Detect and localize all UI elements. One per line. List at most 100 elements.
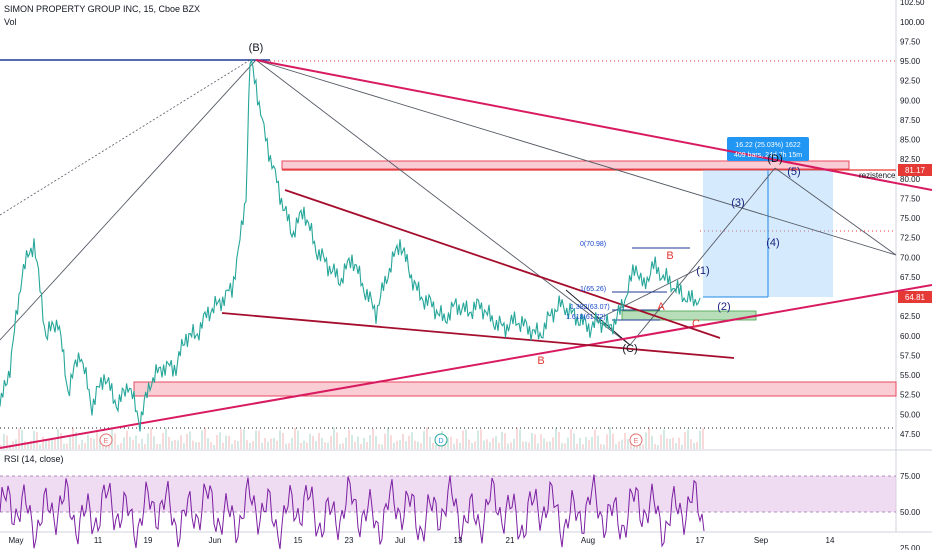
event-marker-2[interactable]	[434, 433, 448, 447]
volume-bar	[534, 434, 536, 449]
volume-bar	[666, 438, 668, 449]
resistance-price-tag	[898, 164, 932, 176]
event-marker-3[interactable]	[629, 433, 643, 447]
volume-bar	[81, 439, 83, 449]
volume-bar	[156, 443, 158, 449]
volume-bar	[681, 444, 683, 449]
event-marker-1-text: E	[104, 438, 109, 445]
price-tick-label: 67.50	[900, 273, 921, 282]
price-tick-label: 75.00	[900, 214, 921, 223]
volume-bar	[102, 442, 104, 449]
volume-bar	[51, 439, 53, 449]
upper-trendline	[255, 59, 932, 191]
volume-bar	[294, 427, 296, 449]
volume-bar	[351, 435, 353, 449]
volume-bar	[123, 437, 125, 449]
volume-bar	[618, 441, 620, 449]
volume-bar	[48, 439, 50, 449]
volume-bar	[546, 441, 548, 449]
volume-bar	[264, 437, 266, 449]
volume-bar	[549, 441, 551, 449]
rsi-axis[interactable]: 75.00 50.00 25.00	[900, 472, 921, 550]
volume-bar	[225, 435, 227, 449]
volume-bar	[315, 441, 317, 449]
wave-label-C: (C)	[622, 343, 637, 355]
volume-bar	[471, 443, 473, 449]
volume-bar	[87, 434, 89, 449]
fib-label-1: 1(65.26)	[580, 286, 606, 293]
volume-bar	[204, 427, 206, 449]
volume-bar	[33, 430, 35, 449]
volume-bar	[132, 439, 134, 449]
wave-label-C-small: C	[692, 318, 700, 330]
event-marker-1[interactable]	[99, 433, 113, 447]
price-tick-label: 50.00	[900, 410, 921, 419]
volume-bar	[624, 432, 626, 449]
resistance-zone	[281, 160, 850, 170]
price-tick-label: 70.00	[900, 253, 921, 262]
volume-bar	[63, 443, 65, 449]
time-tick-label: 11	[94, 536, 103, 545]
volume-bar	[690, 439, 692, 449]
wave-label-3: (3)	[731, 197, 744, 209]
wedge-lower-line	[221, 312, 735, 359]
price-tick-label: 77.50	[900, 194, 921, 203]
volume-bar	[417, 441, 419, 449]
volume-bar	[321, 438, 323, 449]
volume-bar	[654, 443, 656, 449]
volume-bar	[660, 434, 662, 449]
volume-bar	[372, 428, 374, 449]
volume-bar	[78, 444, 80, 449]
volume-bar	[393, 442, 395, 449]
volume-bar	[126, 430, 128, 449]
volume-bar	[18, 428, 20, 449]
resistance-price-text: 81.17	[905, 166, 926, 175]
volume-bar	[282, 432, 284, 449]
volume-bar	[255, 430, 257, 449]
price-tick-label: 72.50	[900, 234, 921, 243]
volume-bar	[24, 441, 26, 449]
volume-bar	[183, 443, 185, 449]
volume-bar	[693, 443, 695, 449]
volume-bar	[336, 432, 338, 449]
volume-bar	[72, 427, 74, 449]
time-tick-label: Aug	[581, 536, 595, 545]
volume-bar	[540, 434, 542, 449]
volume-bar	[168, 436, 170, 449]
volume-bar	[675, 443, 677, 449]
volume-bar	[66, 443, 68, 449]
volume-bar	[297, 430, 299, 449]
volume-bar	[3, 433, 5, 449]
chart-title[interactable]: SIMON PROPERTY GROUP INC, 15, Cboe BZX	[4, 4, 201, 14]
volume-bar	[330, 435, 332, 449]
volume-bar	[237, 440, 239, 449]
time-axis[interactable]: May 11 19 Jun 15 23 Jul 13 21 Aug 17 Sep 14	[8, 536, 835, 545]
volume-bar	[432, 443, 434, 449]
volume-bar	[120, 443, 122, 449]
volume-bar	[519, 429, 521, 449]
price-tick-label: 102.50	[900, 0, 925, 7]
price-tick-label: 92.50	[900, 77, 921, 86]
volume-bar	[429, 436, 431, 449]
volume-bar	[600, 444, 602, 449]
wave-label-5: (5)	[787, 166, 800, 178]
volume-bar	[153, 436, 155, 449]
rsi-legend[interactable]: RSI (14, close)	[4, 454, 64, 464]
volume-bar	[621, 439, 623, 449]
volume-bar	[228, 436, 230, 449]
volume-bar	[390, 435, 392, 449]
volume-bar	[699, 430, 701, 449]
volume-bar	[573, 433, 575, 449]
volume-bar	[447, 437, 449, 449]
volume-bar	[339, 444, 341, 449]
volume-bar	[333, 427, 335, 449]
volume-legend[interactable]: Vol	[4, 17, 17, 27]
volume-bar	[324, 442, 326, 449]
volume-bar	[594, 429, 596, 449]
wave-label-B-top: (B)	[249, 42, 264, 54]
volume-bar	[135, 435, 137, 449]
volume-bar	[363, 437, 365, 449]
volume-bar	[567, 437, 569, 449]
volume-bar	[306, 442, 308, 449]
